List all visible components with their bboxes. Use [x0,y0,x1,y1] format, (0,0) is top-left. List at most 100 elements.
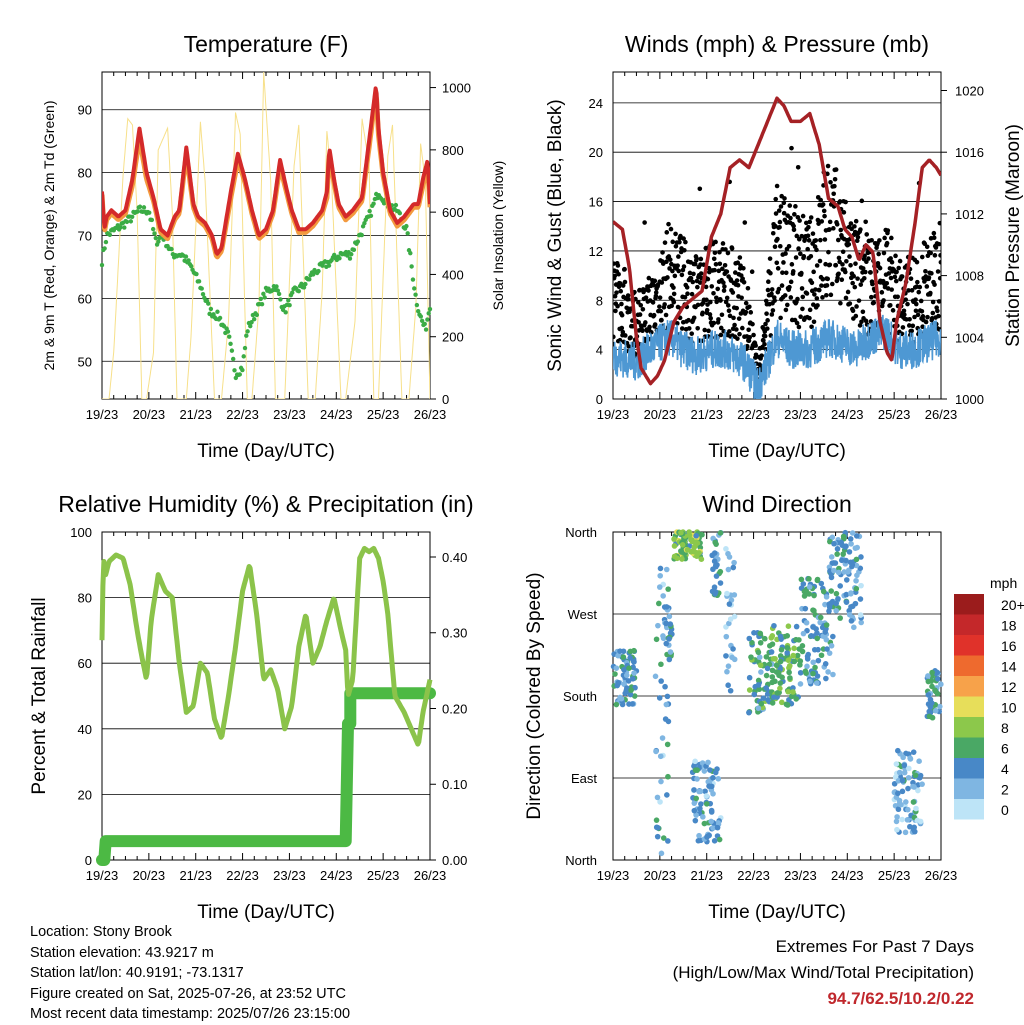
gust-point [614,290,619,295]
direction-point [697,805,703,812]
legend-label: 14 [1001,659,1017,675]
gust-point [825,163,831,169]
direction-point [727,687,734,694]
direction-point [665,586,671,592]
dewpoint-point [232,368,237,373]
dewpoint-point [426,311,431,316]
direction-point [615,652,621,659]
dewpoint-point [242,345,248,351]
direction-point [793,696,800,702]
direction-point [853,556,860,563]
gust-point [735,282,741,288]
direction-point [731,613,738,620]
gust-point [722,284,727,289]
direction-point [656,600,662,607]
dewpoint-point [194,271,199,277]
gust-point [670,268,675,274]
direction-point [757,662,764,669]
gust-point [916,289,922,295]
gust-point [853,218,859,224]
direction-point [654,824,661,831]
direction-point [797,681,804,687]
direction-point [829,534,836,541]
direction-point [895,778,902,784]
direction-point [894,814,900,820]
gust-point [662,240,668,245]
direction-point [658,778,664,785]
direction-point [826,604,833,611]
direction-point [751,691,758,698]
gust-point [809,280,815,286]
direction-point [848,590,854,596]
gust-point [917,284,923,290]
direction-point [830,633,836,640]
gust-point [857,323,863,328]
gust-point [818,237,823,243]
gust-point [662,302,667,307]
direction-point [696,788,702,795]
gust-point [905,301,910,307]
direction-point [666,656,673,663]
y2-tick-label: 0 [442,392,449,407]
gust-point [821,208,827,214]
series-relative-humidity [99,545,433,747]
direction-point [695,837,702,844]
y2-tick-label: 0.10 [442,777,467,792]
direction-point [627,691,634,698]
direction-point [774,694,780,700]
gust-point [745,285,751,291]
gust-point [846,242,852,247]
direction-point [854,544,861,551]
legend-swatch [954,778,984,799]
direction-point [723,633,730,640]
direction-point [628,687,634,693]
gust-point [671,299,677,305]
direction-point [925,678,932,685]
gust-point [822,213,827,219]
gust-point [792,212,797,217]
series-sonic-wind [613,314,941,399]
series-total-rainfall [96,687,436,866]
direction-point [898,801,904,808]
direction-point [660,633,666,639]
direction-point [653,636,660,643]
gust-point [789,262,795,267]
dewpoint-point [128,219,134,224]
gust-point [816,287,822,293]
gust-point [682,247,687,253]
gust-point [642,220,647,225]
direction-point [691,548,698,555]
direction-point [746,674,753,681]
gust-point [807,219,813,225]
y-axis-label: Sonic Wind & Gust (Blue, Black) [545,99,566,371]
direction-point [927,704,934,710]
gust-point [862,253,867,259]
gust-point [930,310,936,316]
direction-point [763,685,769,691]
direction-point [660,835,667,841]
dewpoint-point [137,204,143,209]
direction-point [758,700,765,707]
dewpoint-point [225,329,231,334]
gust-point [928,250,933,256]
gust-point [651,312,657,318]
direction-point [825,669,831,675]
gust-point [852,284,858,290]
dewpoint-point [286,298,291,303]
gust-point [899,274,905,279]
y-tick-label: 8 [596,293,603,308]
gust-point [679,272,685,278]
direction-point [663,701,670,708]
direction-point [777,658,784,665]
direction-point [757,630,764,637]
direction-point [756,654,763,661]
dewpoint-point [217,315,223,321]
direction-point [702,788,708,795]
gust-point [793,255,799,260]
gust-point [737,255,743,260]
y-tick-label: 4 [596,343,603,358]
gust-point [794,233,800,239]
direction-point [797,669,804,676]
gust-point [938,260,941,265]
direction-point [748,654,754,660]
